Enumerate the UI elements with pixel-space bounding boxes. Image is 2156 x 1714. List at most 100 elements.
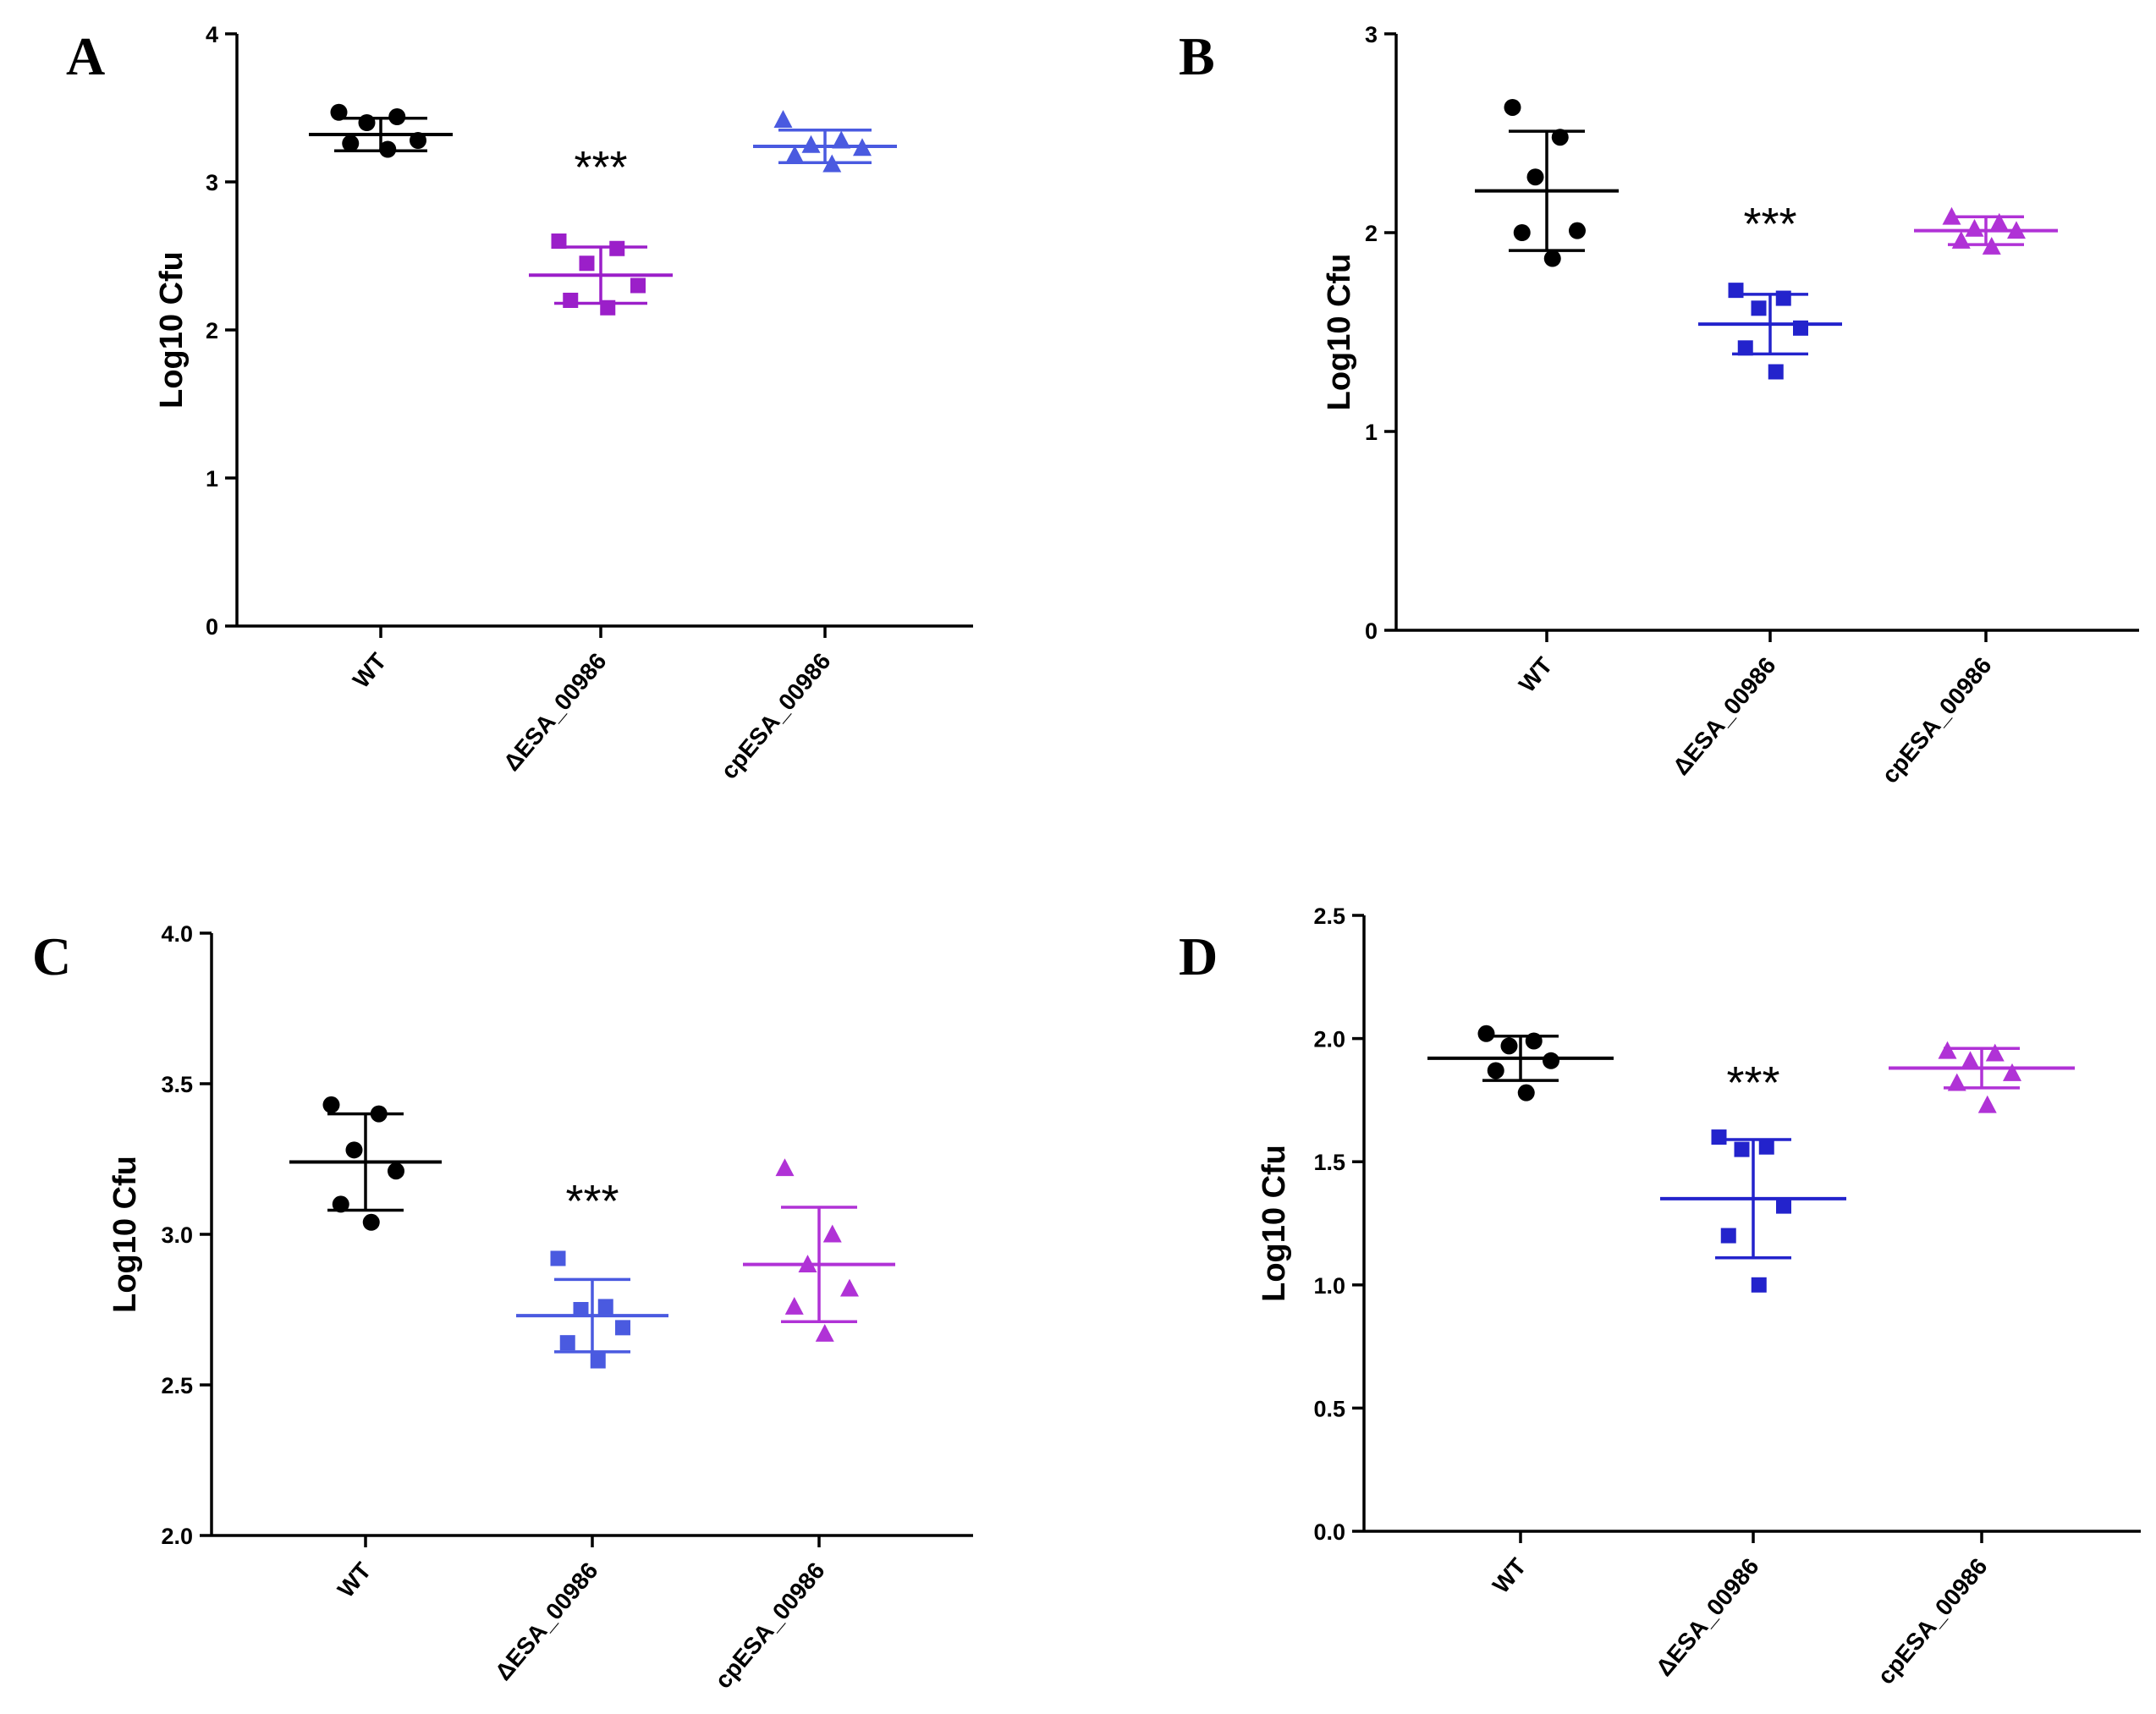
data-point bbox=[2007, 221, 2026, 239]
series-0 bbox=[309, 103, 453, 158]
data-point bbox=[1569, 222, 1586, 239]
significance-marker: *** bbox=[1743, 199, 1796, 250]
y-tick-label: 4 bbox=[206, 22, 218, 47]
data-point bbox=[853, 138, 872, 157]
panel-letter: D bbox=[1179, 926, 1218, 986]
data-point bbox=[1551, 129, 1569, 146]
y-tick-label: 2 bbox=[206, 318, 218, 343]
data-point bbox=[775, 1158, 795, 1177]
y-axis-label: Log10 Cfu bbox=[107, 1156, 143, 1313]
significance-marker: *** bbox=[574, 142, 627, 193]
y-tick-label: 2.0 bbox=[161, 1524, 193, 1549]
series-2 bbox=[1889, 1041, 2075, 1113]
data-point bbox=[342, 135, 360, 152]
data-point bbox=[1985, 1043, 2005, 1062]
y-tick-label: 3.5 bbox=[161, 1072, 193, 1097]
x-tick-label: ΔESA_00986 bbox=[498, 648, 612, 776]
y-tick-label: 3 bbox=[206, 170, 218, 195]
data-point bbox=[1793, 320, 1808, 336]
data-point bbox=[1751, 1277, 1767, 1293]
data-point bbox=[388, 108, 406, 125]
x-tick-label: cpESA_00986 bbox=[716, 648, 836, 784]
data-point bbox=[579, 255, 595, 272]
panel-D: D 0.0 0.5 1.0 1.5 2.0 2.5 Log10 Cfu WT ΔESA_00986… bbox=[1179, 904, 2141, 1689]
data-point bbox=[597, 1299, 613, 1315]
data-point bbox=[563, 293, 579, 308]
x-tick-label: ΔESA_00986 bbox=[1651, 1553, 1764, 1681]
y-tick-label: 3.0 bbox=[161, 1222, 193, 1248]
data-point bbox=[410, 132, 426, 149]
x-tick-label: ΔESA_00986 bbox=[490, 1557, 603, 1685]
data-point bbox=[1504, 98, 1521, 116]
data-point bbox=[1525, 1032, 1543, 1050]
series-1 bbox=[516, 1250, 668, 1369]
data-point bbox=[1942, 206, 1961, 225]
data-point bbox=[815, 1324, 834, 1342]
data-point bbox=[1500, 1037, 1518, 1055]
series-0 bbox=[289, 1096, 442, 1231]
y-tick-label: 0.5 bbox=[1313, 1396, 1345, 1421]
data-point bbox=[1947, 1073, 1966, 1091]
data-point bbox=[1543, 250, 1561, 267]
data-point bbox=[801, 135, 821, 153]
data-point bbox=[615, 1320, 630, 1336]
series-2 bbox=[743, 1158, 895, 1342]
y-tick-label: 2.5 bbox=[1313, 904, 1345, 929]
data-point bbox=[1938, 1041, 1957, 1059]
series-1 bbox=[1698, 283, 1842, 380]
panel-letter: A bbox=[66, 26, 105, 86]
data-point bbox=[1989, 212, 2009, 231]
data-point bbox=[1720, 1228, 1736, 1244]
significance-marker: *** bbox=[565, 1176, 619, 1227]
y-tick-label: 2.5 bbox=[161, 1373, 193, 1398]
panel-B: B 0 1 2 3 Log10 Cfu WT ΔESA_00986 *** cpESA_00986 bbox=[1179, 22, 2139, 788]
data-point bbox=[1751, 300, 1767, 316]
data-point bbox=[630, 277, 646, 294]
data-point bbox=[1775, 290, 1791, 306]
data-point bbox=[1977, 1095, 1997, 1113]
y-tick-label: 1 bbox=[1365, 420, 1378, 445]
data-point bbox=[370, 1105, 388, 1123]
data-point bbox=[559, 1335, 575, 1351]
data-point bbox=[358, 114, 376, 131]
series-0 bbox=[1427, 1025, 1614, 1101]
data-point bbox=[345, 1141, 363, 1159]
data-point bbox=[388, 1162, 404, 1180]
data-point bbox=[362, 1213, 380, 1231]
series-2 bbox=[1914, 206, 2058, 255]
x-tick-label: ΔESA_00986 bbox=[1668, 652, 1781, 780]
data-point bbox=[798, 1255, 817, 1273]
data-point bbox=[1776, 1198, 1791, 1214]
y-tick-label: 1.0 bbox=[1313, 1273, 1345, 1299]
data-point bbox=[609, 240, 625, 256]
y-tick-label: 0 bbox=[206, 614, 218, 640]
data-point bbox=[832, 130, 851, 149]
y-axis-label: Log10 Cfu bbox=[154, 251, 190, 409]
series-2 bbox=[753, 110, 897, 173]
y-tick-label: 0 bbox=[1365, 618, 1378, 644]
y-tick-label: 2 bbox=[1365, 221, 1378, 246]
y-tick-label: 4.0 bbox=[161, 921, 193, 947]
data-point bbox=[1737, 340, 1753, 356]
y-tick-label: 2.0 bbox=[1313, 1027, 1345, 1052]
series-1 bbox=[1660, 1129, 1846, 1293]
series-0 bbox=[1475, 98, 1619, 267]
x-tick-label: cpESA_00986 bbox=[1873, 1553, 1993, 1689]
data-point bbox=[550, 1250, 566, 1266]
data-point bbox=[2003, 1063, 2021, 1081]
panel-letter: C bbox=[32, 926, 71, 986]
panel-letter: B bbox=[1179, 26, 1215, 86]
data-point bbox=[784, 1296, 804, 1315]
data-point bbox=[785, 146, 805, 163]
data-point bbox=[1487, 1062, 1504, 1079]
panel-A: A 0 1 2 3 4 Log10 Cfu WT ΔESA_00986 *** cpESA_0098… bbox=[66, 22, 973, 784]
data-point bbox=[322, 1096, 340, 1113]
y-tick-label: 1 bbox=[206, 466, 218, 492]
data-point bbox=[1526, 168, 1544, 186]
data-point bbox=[332, 1195, 349, 1213]
data-point bbox=[1758, 1139, 1774, 1155]
x-tick-label: WT bbox=[348, 648, 392, 693]
data-point bbox=[822, 1224, 842, 1243]
y-axis-label: Log10 Cfu bbox=[1257, 1145, 1292, 1302]
